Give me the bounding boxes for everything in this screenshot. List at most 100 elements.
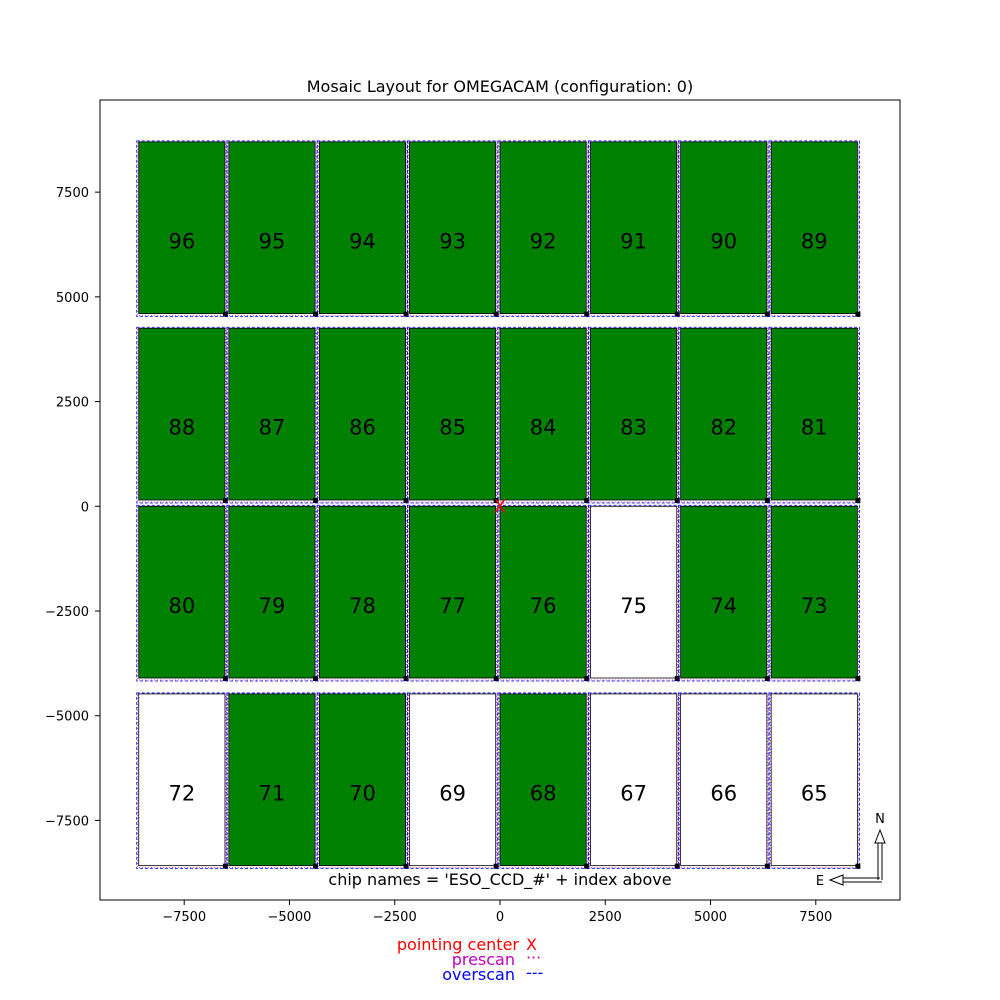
x-axis: −7500 −5000 −2500 0 2500 5000 7500 bbox=[162, 900, 832, 925]
x-tick-label: −2500 bbox=[373, 910, 417, 925]
chip-readout-marker bbox=[403, 498, 409, 503]
chip-75: 75 bbox=[588, 504, 680, 682]
chip-overscan-outline bbox=[226, 326, 318, 504]
pointing-center-layer: X bbox=[494, 496, 506, 517]
chip-overscan-outline bbox=[678, 140, 770, 318]
chip-label: 86 bbox=[349, 416, 376, 440]
chip-overscan-outline bbox=[768, 692, 860, 870]
chip-label: 85 bbox=[439, 416, 466, 440]
legend-pointing-center-symbol: X bbox=[526, 935, 537, 954]
chip-86: 86 bbox=[316, 326, 409, 504]
chip-prescan-outline bbox=[317, 141, 407, 317]
chip-body bbox=[409, 505, 497, 679]
chip-prescan-outline bbox=[769, 505, 859, 681]
chip-94: 94 bbox=[316, 140, 409, 318]
chip-prescan-outline bbox=[589, 693, 679, 869]
chip-readout-marker bbox=[222, 863, 228, 869]
chip-label: 82 bbox=[710, 416, 737, 440]
chip-body bbox=[318, 505, 406, 679]
chip-label: 73 bbox=[801, 594, 828, 618]
chip-prescan-outline bbox=[589, 141, 679, 317]
chip-82: 82 bbox=[678, 326, 770, 504]
chip-label: 83 bbox=[620, 416, 647, 440]
chip-overscan-outline bbox=[407, 326, 499, 504]
chip-readout-marker bbox=[403, 676, 409, 682]
y-tick-label: 7500 bbox=[56, 186, 89, 201]
chip-label: 70 bbox=[349, 781, 376, 805]
chip-body bbox=[590, 693, 678, 867]
chip-71: 71 bbox=[226, 692, 319, 870]
chip-body bbox=[770, 141, 858, 315]
chip-label: 92 bbox=[530, 229, 557, 253]
chip-label: 66 bbox=[710, 781, 737, 805]
chip-body bbox=[138, 693, 226, 867]
chip-body bbox=[228, 693, 316, 867]
chip-prescan-outline bbox=[498, 327, 588, 503]
chip-prescan-outline bbox=[408, 505, 498, 681]
chip-readout-marker bbox=[855, 311, 861, 317]
chip-overscan-outline bbox=[497, 692, 589, 870]
chip-prescan-outline bbox=[769, 141, 859, 317]
chip-prescan-outline bbox=[317, 693, 407, 869]
chip-label: 71 bbox=[259, 781, 286, 805]
chip-overscan-outline bbox=[588, 140, 680, 318]
x-tick-label: 0 bbox=[496, 910, 504, 925]
chip-92: 92 bbox=[497, 140, 590, 318]
chip-87: 87 bbox=[226, 326, 319, 504]
chip-overscan-outline bbox=[226, 140, 318, 318]
chip-72: 72 bbox=[136, 692, 228, 870]
chip-prescan-outline bbox=[679, 141, 769, 317]
legend-overscan-symbol: --- bbox=[526, 963, 543, 982]
chip-prescan-outline bbox=[589, 505, 679, 681]
chip-prescan-outline bbox=[227, 505, 317, 681]
chip-overscan-outline bbox=[588, 326, 680, 504]
compass: N E bbox=[816, 812, 886, 889]
chip-prescan-outline bbox=[137, 327, 227, 503]
chip-readout-marker bbox=[584, 676, 590, 682]
chip-readout-marker bbox=[764, 863, 770, 869]
chip-overscan-outline bbox=[136, 504, 228, 682]
chip-overscan-outline bbox=[768, 140, 860, 318]
chip-overscan-outline bbox=[678, 504, 770, 682]
legend: pointing center X prescan ··· overscan -… bbox=[397, 935, 543, 984]
chip-readout-marker bbox=[584, 498, 590, 503]
chip-80: 80 bbox=[136, 504, 228, 682]
chip-overscan-outline bbox=[497, 326, 589, 504]
chip-overscan-outline bbox=[588, 692, 680, 870]
chip-overscan-outline bbox=[497, 504, 589, 682]
chip-readout-marker bbox=[313, 311, 319, 317]
chip-prescan-outline bbox=[408, 141, 498, 317]
chip-label: 96 bbox=[168, 229, 195, 253]
chip-body bbox=[590, 505, 678, 679]
chip-body bbox=[318, 141, 406, 315]
chip-overscan-outline bbox=[136, 692, 228, 870]
chip-prescan-outline bbox=[679, 327, 769, 503]
chip-label: 84 bbox=[530, 416, 557, 440]
chip-readout-marker bbox=[493, 311, 499, 317]
chip-overscan-outline bbox=[316, 326, 408, 504]
chip-overscan-outline bbox=[316, 504, 408, 682]
chip-91: 91 bbox=[588, 140, 680, 318]
y-tick-label: 2500 bbox=[56, 396, 89, 411]
x-tick-label: 5000 bbox=[694, 910, 727, 925]
chip-body bbox=[499, 693, 587, 867]
chip-overscan-outline bbox=[407, 692, 499, 870]
chip-body bbox=[590, 327, 678, 501]
chip-label: 94 bbox=[349, 229, 376, 253]
chip-label: 69 bbox=[439, 781, 466, 805]
chip-readout-marker bbox=[764, 676, 770, 682]
chip-89: 89 bbox=[768, 140, 861, 318]
chips-layer: 96 95 94 93 92 91 90 89 88 87 86 85 84 83 82 81 80 79 78 77… bbox=[136, 140, 861, 870]
chip-body bbox=[409, 141, 497, 315]
chip-83: 83 bbox=[588, 326, 680, 504]
chip-overscan-outline bbox=[407, 140, 499, 318]
chip-label: 72 bbox=[168, 781, 195, 805]
compass-east-label: E bbox=[816, 874, 824, 889]
chip-body bbox=[499, 141, 587, 315]
chip-body bbox=[680, 141, 768, 315]
chip-prescan-outline bbox=[137, 693, 227, 869]
chip-label: 78 bbox=[349, 594, 376, 618]
chip-70: 70 bbox=[316, 692, 409, 870]
chip-readout-marker bbox=[674, 863, 680, 869]
chip-prescan-outline bbox=[317, 505, 407, 681]
